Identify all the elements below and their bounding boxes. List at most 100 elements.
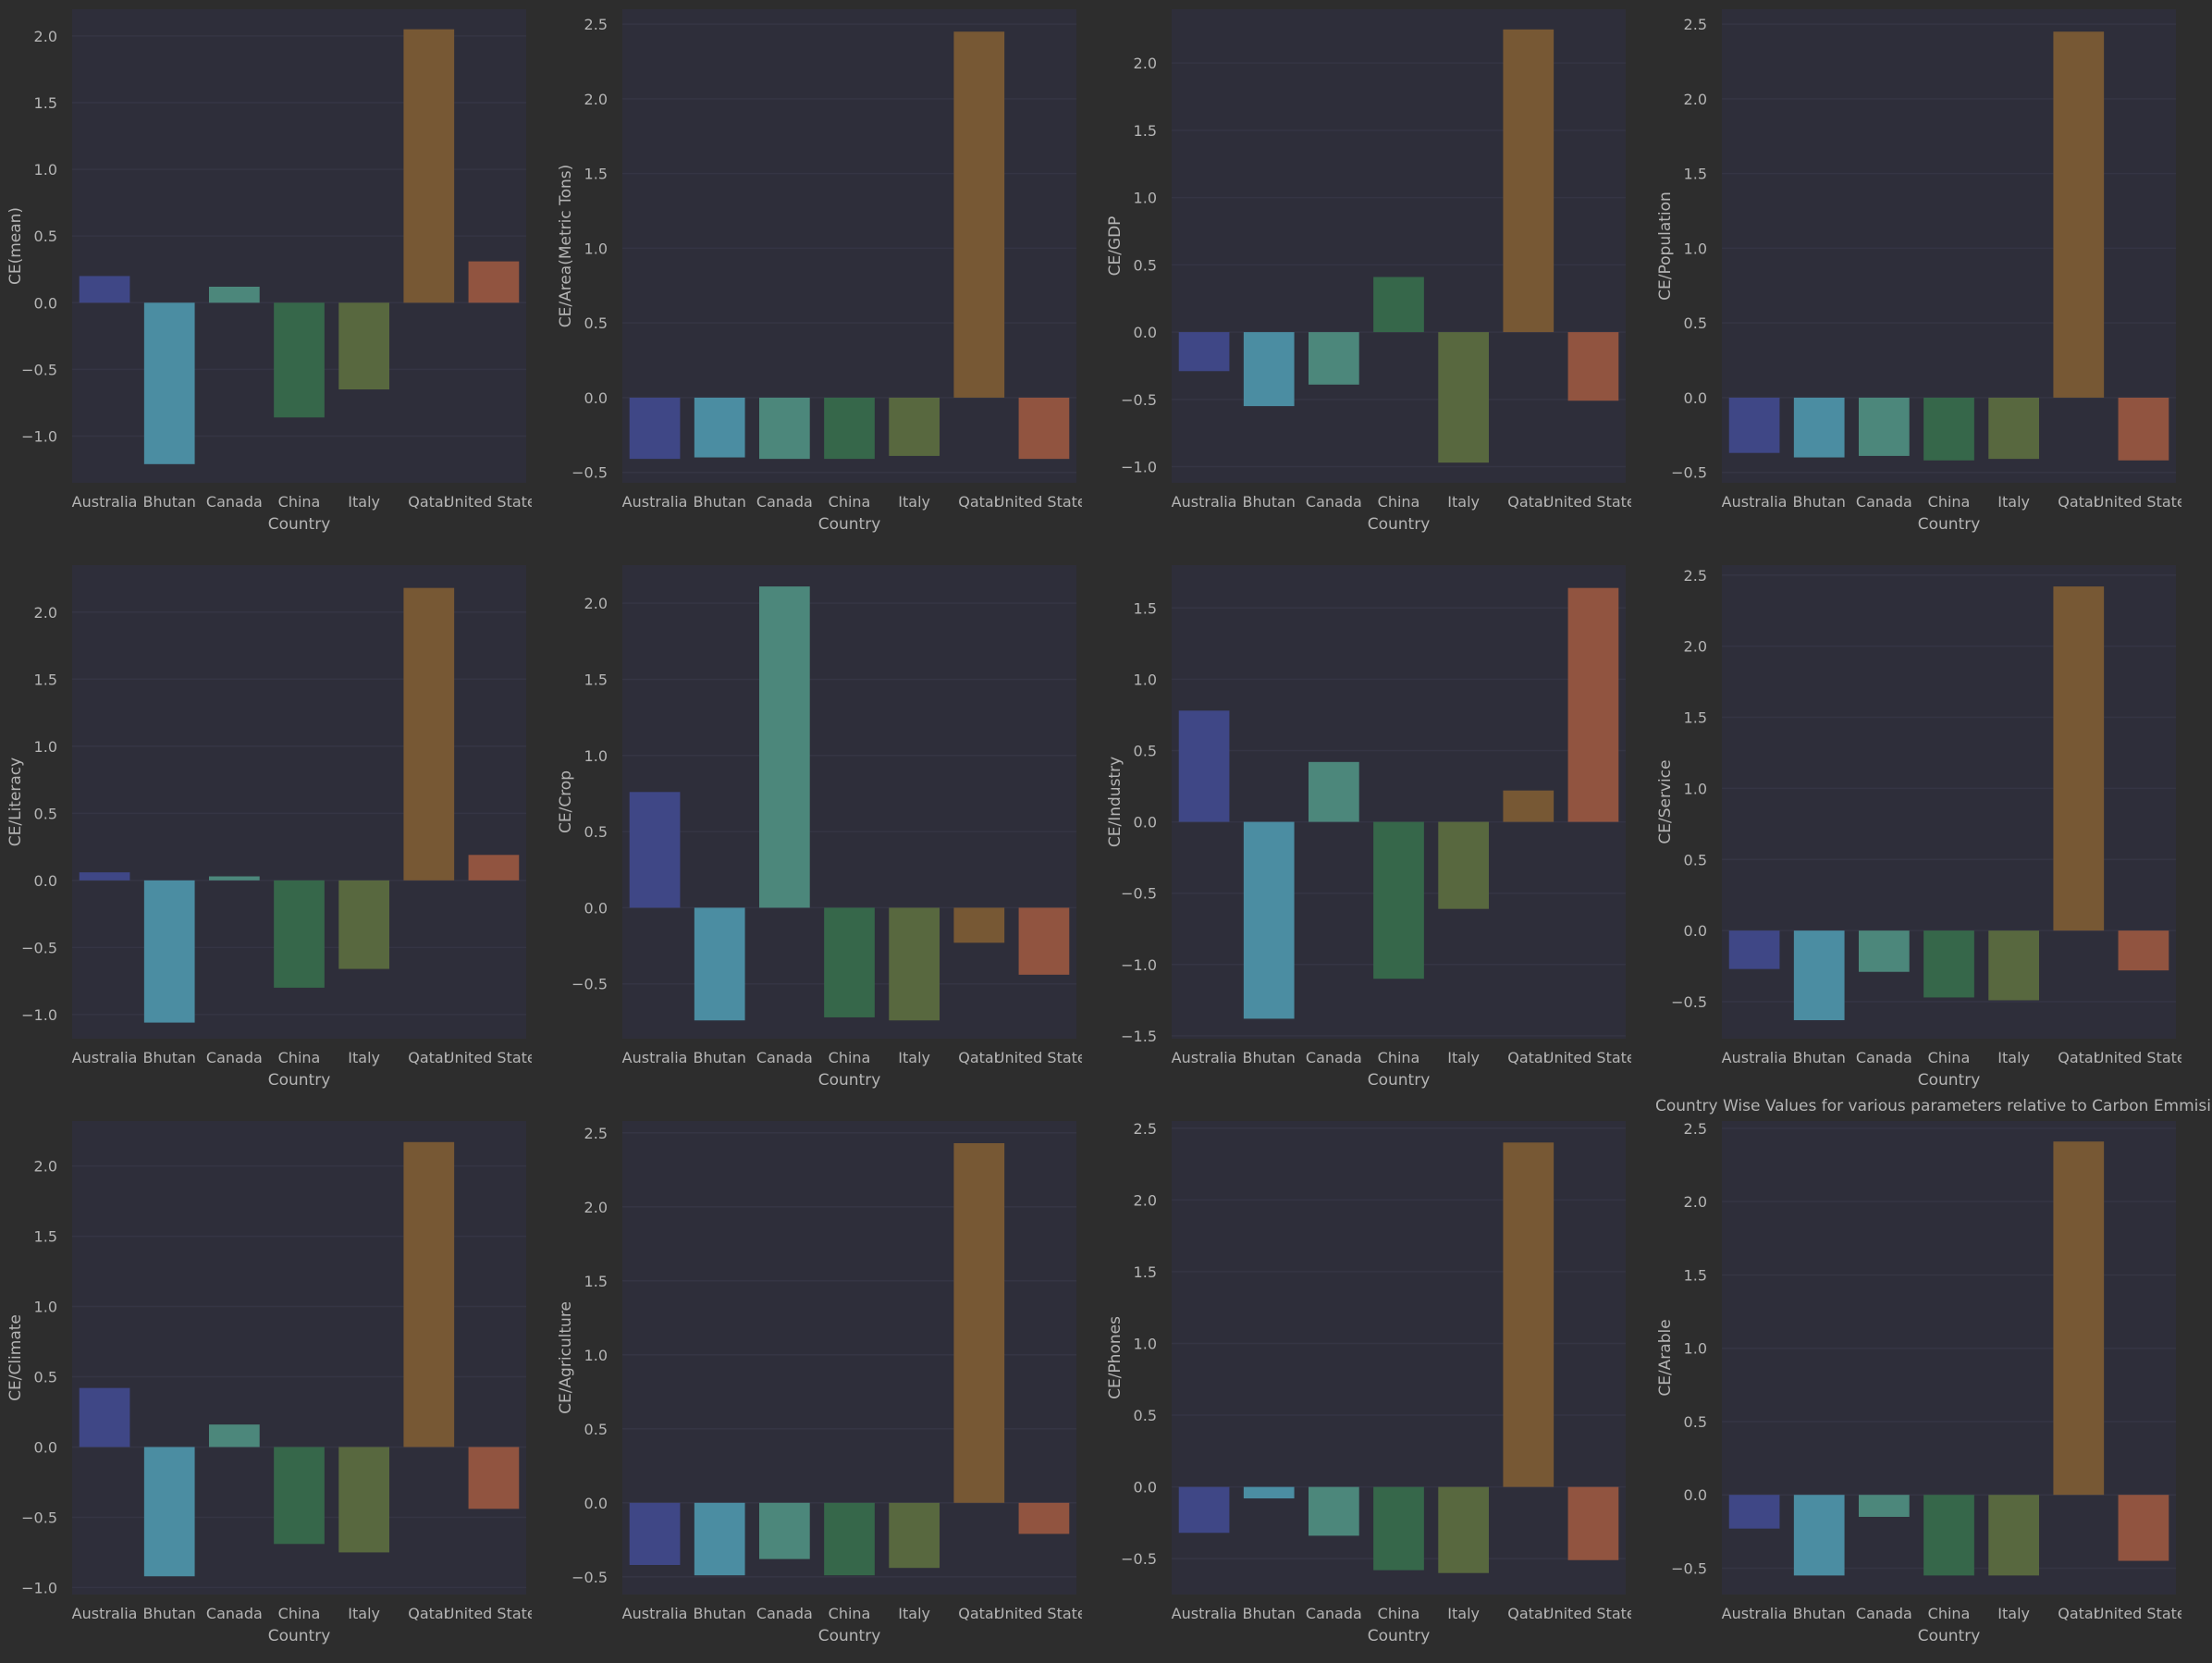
y-tick-label: 2.5 (584, 1125, 608, 1142)
x-tick-label: China (278, 1049, 321, 1066)
y-tick-label: 0.5 (584, 823, 608, 841)
y-tick-label: 0.5 (1134, 742, 1157, 759)
y-tick-label: −1.5 (1121, 1028, 1157, 1045)
y-tick-label: 2.0 (34, 1158, 57, 1176)
bar-italy (1988, 397, 2039, 460)
bar-bhutan (1793, 1495, 1845, 1576)
x-ticks: Australia Bhutan Canada China Italy QatarUnit… (1172, 493, 1631, 511)
bar-china (1373, 277, 1424, 333)
y-tick-label: 2.0 (1684, 638, 1707, 656)
x-tick-label: Italy (1997, 1605, 2030, 1622)
bar-australia (79, 276, 130, 303)
bar-australia (1728, 1495, 1780, 1529)
y-tick-label: −0.5 (571, 1569, 608, 1586)
bar-canada (1859, 1495, 1910, 1517)
x-ticks: Australia Bhutan Canada China Italy QatarUnit… (1722, 1605, 2181, 1622)
bar-bhutan (1243, 332, 1295, 407)
chart-panel-11: −0.5 0.0 0.5 1.0 1.5 2.0 2.5 Australia Bhutan Can… (1106, 1121, 1631, 1645)
bars (1178, 1142, 1619, 1573)
bar-italy (889, 1502, 940, 1569)
x-tick-label: United States (2094, 1049, 2181, 1066)
x-tick-label: Australia (622, 493, 688, 511)
x-tick-label: Bhutan (693, 1049, 745, 1066)
x-tick-label: Qatar (2058, 1049, 2099, 1066)
y-ticks: −1.0 −0.5 0.0 0.5 1.0 1.5 2.0 (1121, 55, 1157, 475)
x-tick-label: Australia (72, 1605, 138, 1622)
y-tick-label: 0.5 (1134, 256, 1157, 274)
y-tick-label: 2.0 (34, 28, 57, 45)
x-tick-label: Italy (898, 1049, 930, 1066)
x-tick-label: Italy (348, 493, 380, 511)
bars (629, 31, 1070, 460)
bar-italy (338, 1447, 389, 1553)
y-tick-label: 0.5 (1684, 851, 1707, 868)
bar-qatar (2053, 31, 2105, 398)
x-tick-label: Australia (72, 493, 138, 511)
x-axis-label: Country (1918, 515, 1981, 534)
x-tick-label: Qatar (958, 493, 1000, 511)
y-tick-label: −1.0 (21, 1579, 57, 1596)
y-tick-label: 0.0 (584, 389, 608, 407)
y-axis-label: CE(mean) (6, 207, 25, 285)
chart-panel-12: −0.5 0.0 0.5 1.0 1.5 2.0 2.5 Australia Bhutan Can… (1656, 1121, 2181, 1645)
y-tick-label: 1.0 (1684, 780, 1707, 797)
x-tick-label: China (1928, 1049, 1971, 1066)
x-tick-label: United States (2094, 1605, 2181, 1622)
y-tick-label: 1.5 (34, 94, 57, 112)
bar-china (1923, 930, 1974, 998)
y-axis-label: CE/Agriculture (557, 1301, 575, 1414)
bar-australia (629, 792, 681, 908)
x-tick-label: Italy (1997, 1049, 2030, 1066)
bar-italy (1438, 332, 1489, 463)
chart-panel-6: −0.5 0.0 0.5 1.0 1.5 2.0 Australia Bhutan Canada… (557, 565, 1082, 1090)
y-tick-label: 0.0 (1134, 324, 1157, 341)
bars (1178, 29, 1619, 463)
x-tick-label: Australia (72, 1049, 138, 1066)
bar-united-states (468, 1447, 520, 1509)
bar-canada (759, 1502, 810, 1559)
y-tick-label: 2.5 (1684, 567, 1707, 585)
bar-china (824, 907, 875, 1017)
y-ticks: −0.5 0.0 0.5 1.0 1.5 2.0 2.5 (571, 1125, 608, 1586)
y-tick-label: −1.0 (21, 1006, 57, 1024)
y-axis-label: CE/Climate (6, 1314, 25, 1401)
y-ticks: −0.5 0.0 0.5 1.0 1.5 2.0 2.5 (1671, 1121, 1707, 1577)
y-tick-label: 2.5 (1684, 16, 1707, 33)
y-tick-label: 2.0 (1134, 55, 1157, 72)
bar-australia (1178, 710, 1230, 822)
x-tick-label: Italy (1997, 493, 2030, 511)
y-tick-label: −0.5 (1121, 885, 1157, 903)
x-tick-label: China (1928, 493, 1971, 511)
y-tick-label: 2.0 (1684, 1193, 1707, 1211)
bar-canada (1859, 397, 1910, 456)
bars (629, 586, 1070, 1021)
x-tick-label: Canada (1306, 1049, 1362, 1066)
y-ticks: −1.0 −0.5 0.0 0.5 1.0 1.5 2.0 (21, 1158, 57, 1597)
y-tick-label: 1.5 (1684, 709, 1707, 727)
bar-united-states (2118, 930, 2169, 971)
bar-china (1373, 821, 1424, 979)
x-tick-label: Italy (1447, 493, 1480, 511)
x-tick-label: United States (2094, 493, 2181, 511)
y-tick-label: −0.5 (571, 976, 608, 993)
y-tick-label: 1.0 (1684, 1340, 1707, 1358)
y-tick-label: 1.5 (1684, 166, 1707, 183)
y-axis-label: CE/Crop (557, 770, 575, 833)
bar-united-states (1018, 397, 1070, 460)
y-tick-label: −0.5 (1121, 1550, 1157, 1568)
y-axis-label: CE/GDP (1106, 216, 1124, 277)
y-axis-label: CE/Literacy (6, 758, 25, 846)
y-tick-label: 0.5 (584, 1421, 608, 1438)
x-tick-label: Qatar (1507, 493, 1549, 511)
y-axis-label: CE/Population (1656, 191, 1675, 301)
y-tick-label: 0.0 (1134, 1479, 1157, 1497)
x-tick-label: Canada (1306, 493, 1362, 511)
x-tick-label: China (278, 1605, 321, 1622)
x-tick-label: Italy (1447, 1605, 1480, 1622)
x-axis-label: Country (818, 1627, 881, 1645)
bar-united-states (1018, 1502, 1070, 1534)
x-tick-label: China (829, 493, 871, 511)
x-ticks: Australia Bhutan Canada China Italy QatarUnit… (72, 1049, 532, 1066)
chart-panel-5: −1.0 −0.5 0.0 0.5 1.0 1.5 2.0 Australia Bhutan Ca… (6, 565, 532, 1090)
y-tick-label: 1.0 (34, 1299, 57, 1316)
